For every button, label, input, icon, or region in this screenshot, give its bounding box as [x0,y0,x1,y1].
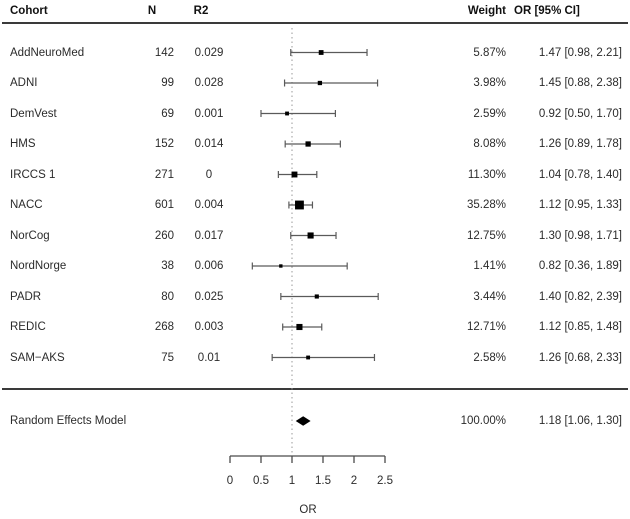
n-value: 80 [161,290,174,303]
weight-value: 3.98% [473,77,506,89]
n-value: 142 [154,46,174,59]
n-value: 152 [154,138,174,150]
cohort-label: IRCCS 1 [10,168,56,181]
or-ci-value: 1.26 [0.68, 2.33] [538,351,622,364]
n-value: 260 [154,229,174,242]
summary-or-ci: 1.18 [1.06, 1.30] [538,415,622,427]
weight-value: 12.71% [466,321,506,333]
r2-value: 0.003 [194,321,224,333]
x-axis-tick-label: 2 [350,475,358,487]
weight-value: 1.41% [473,260,506,272]
point-estimate-marker [305,141,311,147]
r2-value: 0 [205,168,213,181]
n-value: 38 [161,260,174,272]
r2-value: 0.017 [194,229,224,242]
column-header-cohort: Cohort [10,5,48,17]
point-estimate-marker [279,264,283,268]
x-axis-tick-label: 2.5 [377,475,393,487]
column-header-r2: R2 [193,5,209,17]
r2-value: 0.029 [194,46,224,59]
n-value: 99 [161,77,174,89]
point-estimate-marker [306,355,311,360]
x-axis-tick-label: 0.5 [253,475,269,487]
x-axis-tick-label: 1 [288,475,296,487]
header-rule [2,21,628,24]
or-ci-value: 1.40 [0.82, 2.39] [538,290,622,303]
x-axis-tick-label: 0 [226,475,234,487]
cohort-label: PADR [10,290,42,303]
weight-value: 12.75% [466,229,506,242]
n-value: 271 [154,168,174,181]
point-estimate-marker [296,323,303,331]
weight-value: 8.08% [473,138,506,150]
weight-value: 35.28% [466,199,506,211]
r2-value: 0.004 [194,199,224,211]
or-ci-value: 1.12 [0.85, 1.48] [538,321,622,333]
weight-value: 2.58% [473,351,506,364]
summary-diamond [295,416,311,426]
n-value: 268 [154,321,174,333]
point-estimate-marker [314,294,319,299]
point-estimate-marker [318,50,324,55]
point-estimate-marker [307,232,314,239]
point-estimate-marker [295,200,304,210]
summary-rule [2,388,628,390]
cohort-label: REDIC [10,321,46,333]
r2-value: 0.028 [194,77,224,89]
summary-label: Random Effects Model [10,415,127,427]
x-axis-tick-label: 1.5 [315,475,331,487]
x-axis-label: OR [299,504,317,516]
r2-value: 0.001 [194,107,224,120]
weight-value: 3.44% [473,290,506,303]
n-value: 69 [161,107,174,120]
or-ci-value: 1.12 [0.95, 1.33] [538,199,622,211]
cohort-label: NordNorge [10,260,67,272]
cohort-label: NACC [10,199,43,211]
cohort-label: AddNeuroMed [10,46,85,59]
r2-value: 0.01 [197,351,221,364]
cohort-label: DemVest [10,107,57,120]
or-ci-value: 1.30 [0.98, 1.71] [538,229,622,242]
or-ci-value: 1.45 [0.88, 2.38] [538,77,622,89]
point-estimate-marker [285,111,289,116]
cohort-label: HMS [10,138,36,150]
point-estimate-marker [317,80,323,86]
r2-value: 0.025 [194,290,224,303]
cohort-label: SAM−AKS [10,351,65,364]
n-value: 75 [161,351,174,364]
or-ci-value: 0.92 [0.50, 1.70] [538,107,622,120]
weight-value: 11.30% [467,168,506,181]
summary-weight: 100.00% [460,415,506,427]
cohort-label: NorCog [10,229,50,242]
weight-value: 5.87% [473,46,506,59]
weight-value: 2.59% [473,107,506,120]
or-ci-value: 1.47 [0.98, 2.21] [538,46,622,59]
column-header-or-ci: OR [95% CI] [514,5,580,17]
or-ci-value: 0.82 [0.36, 1.89] [538,260,622,272]
or-ci-value: 1.04 [0.78, 1.40] [538,168,622,181]
or-ci-value: 1.26 [0.89, 1.78] [538,138,622,150]
cohort-label: ADNI [10,77,38,89]
column-header-weight: Weight [467,5,506,17]
r2-value: 0.006 [194,260,224,272]
column-header-n: N [147,5,157,17]
r2-value: 0.014 [194,138,224,150]
n-value: 601 [154,199,174,211]
point-estimate-marker [291,171,298,178]
